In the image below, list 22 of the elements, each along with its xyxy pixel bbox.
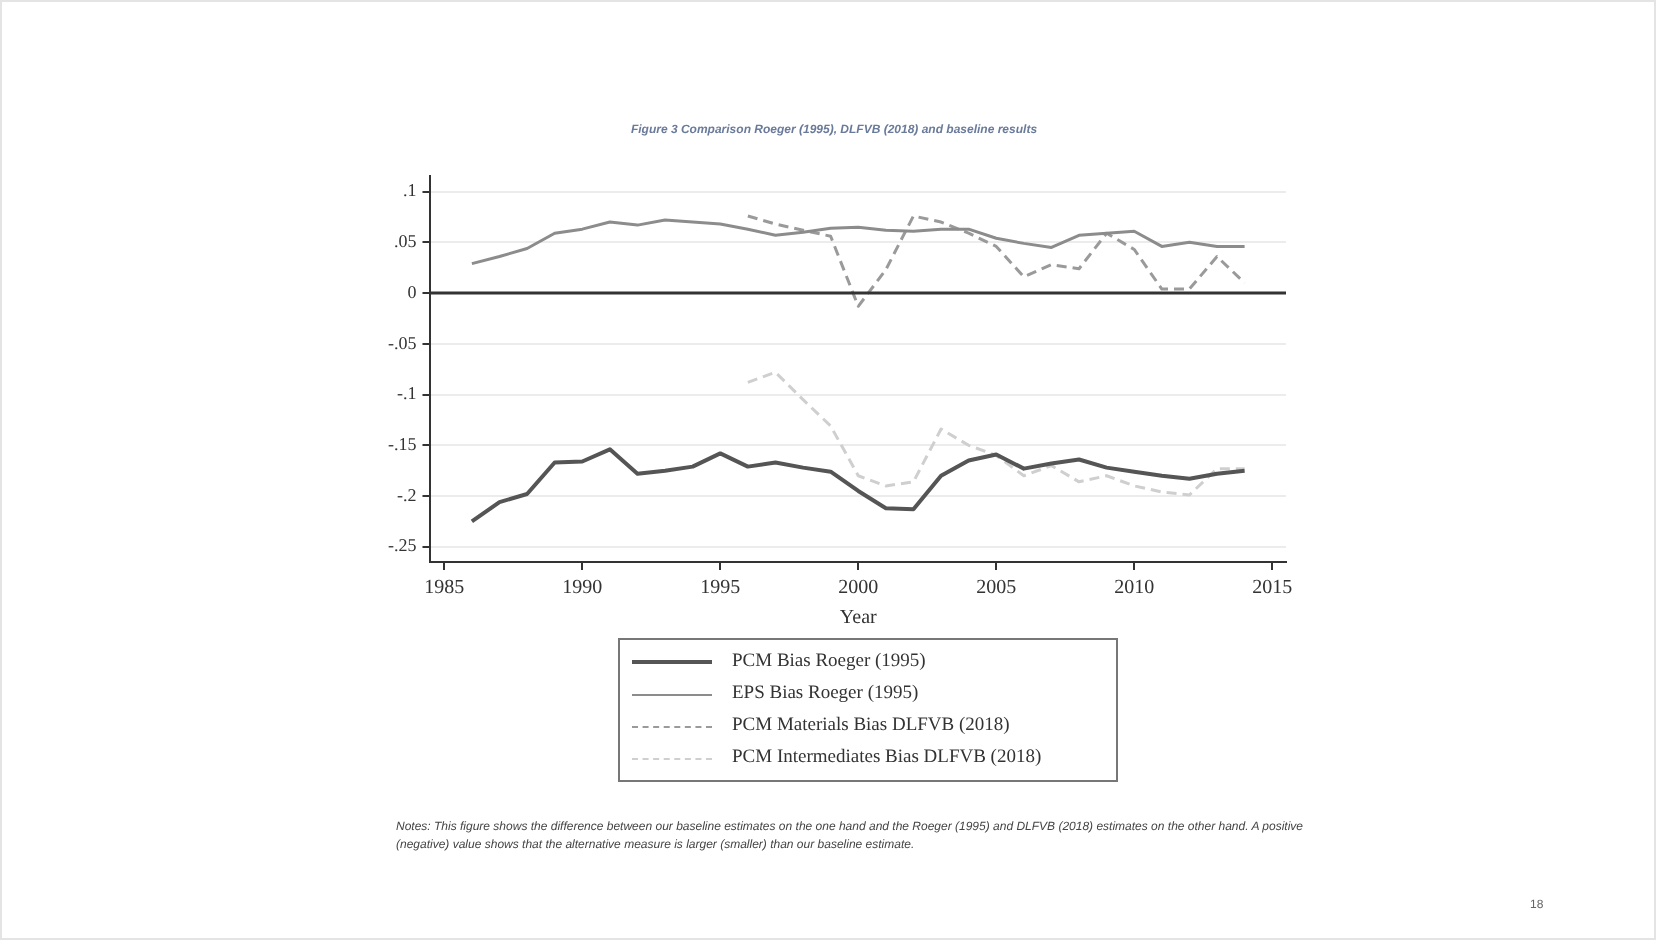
legend-label: PCM Bias Roeger (1995) bbox=[732, 652, 926, 672]
line-series bbox=[746, 214, 1247, 308]
x-tick-label: 1990 bbox=[562, 577, 603, 600]
x-axis-title: Year bbox=[839, 607, 878, 630]
x-tick-label: 2005 bbox=[976, 577, 1017, 600]
y-tick-label: .1 bbox=[402, 180, 417, 201]
x-tick-label: 2000 bbox=[838, 577, 879, 600]
legend-label: PCM Intermediates Bias DLFVB (2018) bbox=[732, 748, 1042, 768]
x-tick-label: 2015 bbox=[1252, 577, 1293, 600]
y-tick-label: -.15 bbox=[387, 434, 418, 455]
y-tick-label: -.05 bbox=[387, 332, 418, 353]
legend-label: PCM Materials Bias DLFVB (2018) bbox=[732, 716, 1010, 736]
line-series bbox=[746, 370, 1247, 497]
x-tick-label: 1995 bbox=[700, 577, 741, 600]
y-tick-label: .05 bbox=[393, 231, 418, 252]
legend-label: EPS Bias Roeger (1995) bbox=[732, 684, 919, 704]
x-tick-label: 2010 bbox=[1114, 577, 1155, 600]
y-tick-label: -.2 bbox=[396, 484, 417, 505]
y-tick-label: 0 bbox=[407, 281, 418, 302]
y-tick-label: -.1 bbox=[396, 383, 417, 404]
x-tick-label: 1985 bbox=[424, 577, 465, 600]
y-tick-label: -.25 bbox=[387, 535, 418, 556]
